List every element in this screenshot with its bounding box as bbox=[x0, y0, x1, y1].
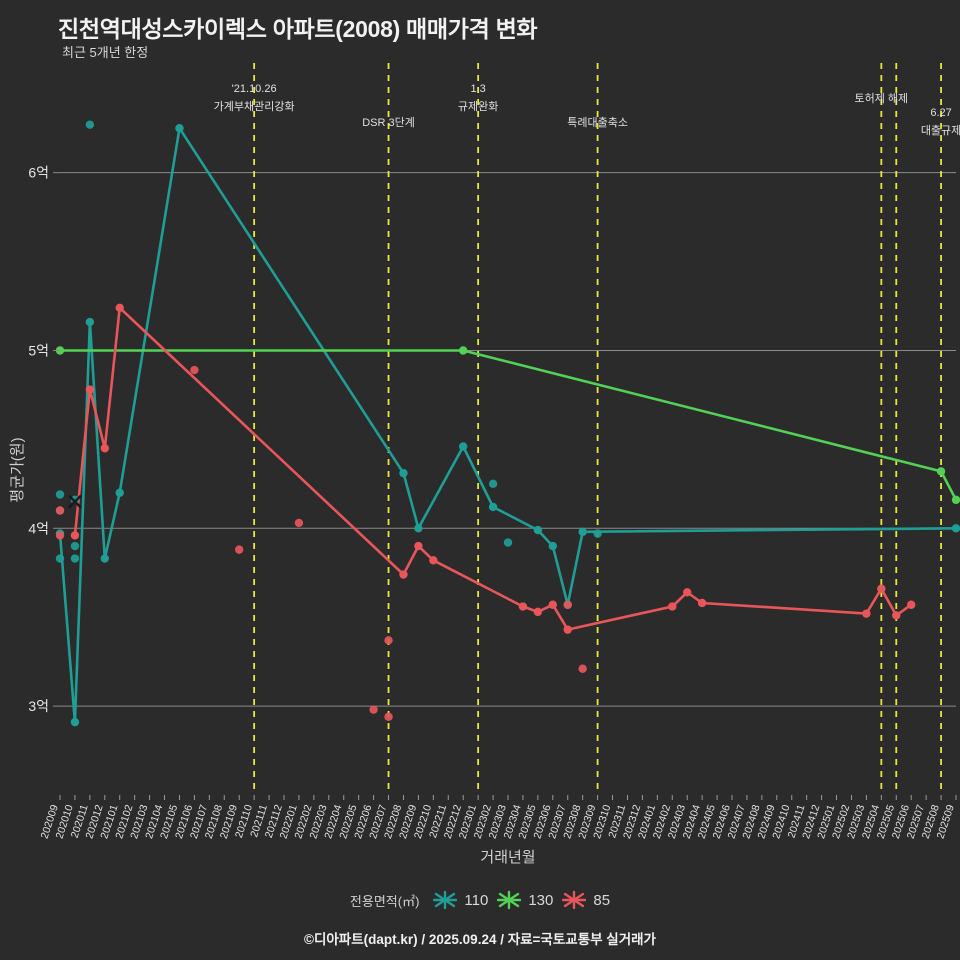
y-tick-label: 4억 bbox=[28, 520, 49, 536]
data-point[interactable] bbox=[459, 346, 468, 355]
y-tick-label: 5억 bbox=[28, 342, 49, 358]
data-point[interactable] bbox=[235, 545, 244, 554]
annotation-label: 토허제 해제 bbox=[855, 91, 909, 105]
data-point[interactable] bbox=[190, 365, 199, 375]
data-point[interactable] bbox=[399, 468, 408, 478]
annotation-label: 6.27 bbox=[930, 107, 951, 119]
data-point[interactable] bbox=[862, 609, 871, 618]
data-point[interactable] bbox=[414, 541, 423, 551]
data-point[interactable] bbox=[578, 664, 587, 673]
data-point[interactable] bbox=[533, 525, 543, 535]
data-point[interactable] bbox=[697, 598, 707, 608]
data-point[interactable] bbox=[548, 541, 557, 551]
data-point[interactable] bbox=[488, 479, 498, 489]
footer-credit: ©디아파트(dapt.kr) / 2025.09.24 / 자료=국토교통부 실… bbox=[304, 932, 656, 947]
data-point[interactable] bbox=[55, 554, 65, 563]
data-point[interactable] bbox=[668, 602, 677, 611]
data-point[interactable] bbox=[55, 506, 65, 515]
data-point[interactable] bbox=[593, 529, 602, 538]
data-point[interactable] bbox=[936, 467, 946, 476]
series-line-130 bbox=[58, 349, 958, 502]
legend-item-85[interactable]: 85 bbox=[562, 890, 610, 910]
y-axis-ticks: 3억 4억 5억 6억 bbox=[28, 165, 60, 714]
data-point[interactable] bbox=[100, 444, 110, 453]
data-point[interactable] bbox=[488, 502, 498, 512]
data-point[interactable] bbox=[70, 717, 80, 727]
annotation-label: 가계부채관리강화 bbox=[214, 100, 295, 113]
data-point[interactable] bbox=[55, 531, 65, 540]
legend-item-130[interactable]: 130 bbox=[497, 890, 553, 910]
data-point[interactable] bbox=[294, 518, 304, 528]
legend-marker-110-icon bbox=[433, 890, 458, 910]
annotation-label: '21.10.26 bbox=[232, 83, 277, 95]
y-tick-label: 3억 bbox=[28, 698, 49, 714]
grid-lines bbox=[60, 172, 956, 707]
data-point[interactable] bbox=[55, 490, 65, 499]
data-point[interactable] bbox=[951, 495, 960, 505]
data-point[interactable] bbox=[533, 607, 543, 617]
legend: 전용면적(㎡) 110 130 bbox=[0, 890, 960, 910]
annotation-label: 규제완화 bbox=[458, 100, 498, 113]
legend-marker-130-icon bbox=[497, 890, 522, 910]
data-point[interactable] bbox=[563, 600, 572, 609]
x-axis-title: 거래년월 bbox=[480, 849, 535, 866]
y-tick-label: 6억 bbox=[28, 165, 49, 181]
y-axis-title: 평균가(원) bbox=[9, 437, 26, 502]
legend-title: 전용면적(㎡) bbox=[349, 893, 420, 909]
data-point[interactable] bbox=[683, 588, 692, 597]
legend-label-130: 130 bbox=[528, 891, 554, 909]
legend-marker-85-icon bbox=[562, 890, 587, 910]
annotation-lines bbox=[253, 63, 942, 795]
data-point[interactable] bbox=[877, 584, 886, 593]
data-point[interactable] bbox=[175, 124, 184, 133]
data-point[interactable] bbox=[369, 705, 378, 714]
data-point[interactable] bbox=[503, 538, 513, 547]
data-point[interactable] bbox=[100, 554, 110, 563]
data-point[interactable] bbox=[70, 554, 80, 563]
legend-label-85: 85 bbox=[593, 891, 611, 909]
chart-subtitle: 최근 5개년 한정 bbox=[62, 45, 149, 60]
data-point[interactable] bbox=[563, 625, 572, 634]
annotation-label: DSR 3단계 bbox=[362, 116, 415, 129]
data-point[interactable] bbox=[892, 611, 901, 620]
data-point[interactable] bbox=[429, 556, 438, 565]
series-line-110 bbox=[58, 126, 958, 724]
annotation-label: 대출규제 bbox=[921, 124, 960, 137]
data-point-markers bbox=[55, 120, 960, 727]
data-point[interactable] bbox=[384, 712, 393, 721]
data-point[interactable] bbox=[548, 600, 557, 609]
annotation-label: 특례대출축소 bbox=[567, 116, 628, 129]
data-point[interactable] bbox=[518, 602, 528, 611]
annotation-label: 1.3 bbox=[470, 83, 485, 95]
data-point[interactable] bbox=[907, 600, 916, 609]
data-point[interactable] bbox=[414, 524, 423, 533]
data-point[interactable] bbox=[85, 385, 95, 394]
data-point[interactable] bbox=[85, 317, 95, 327]
data-point[interactable] bbox=[115, 488, 124, 497]
series-line-85 bbox=[73, 306, 913, 631]
x-axis-ticks: 2020092020102020112020122021012021022021… bbox=[39, 795, 957, 840]
data-point[interactable] bbox=[951, 524, 960, 533]
page-title: 진천역대성스카이렉스 아파트(2008) 매매가격 변화 bbox=[58, 16, 538, 42]
data-point[interactable] bbox=[399, 570, 408, 579]
data-point[interactable] bbox=[459, 442, 468, 451]
data-point[interactable] bbox=[85, 120, 95, 129]
data-point[interactable] bbox=[578, 527, 587, 537]
legend-item-110[interactable]: 110 bbox=[433, 890, 488, 910]
data-point[interactable] bbox=[115, 303, 124, 313]
cursor-x-marker bbox=[68, 494, 82, 509]
series-paths bbox=[58, 126, 958, 724]
data-point[interactable] bbox=[70, 541, 80, 551]
data-point[interactable] bbox=[384, 636, 393, 645]
legend-label-110: 110 bbox=[464, 891, 489, 909]
data-point[interactable] bbox=[70, 531, 80, 540]
